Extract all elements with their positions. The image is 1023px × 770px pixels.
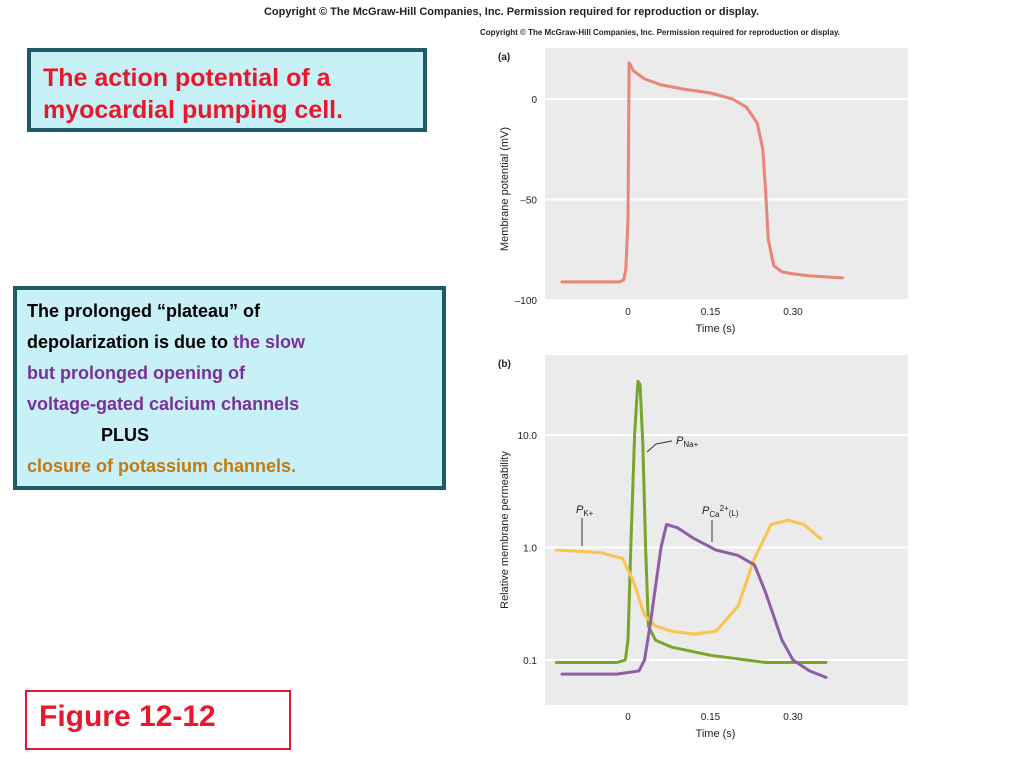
figure-label: Figure 12-12 bbox=[39, 700, 216, 733]
series-label-na: PNa+ bbox=[676, 435, 699, 449]
series-line-2-3 bbox=[560, 523, 828, 679]
series-line-2-1 bbox=[555, 379, 828, 664]
panel-letter-2: (b) bbox=[498, 359, 511, 370]
info-line-5: closure of potassium channels. bbox=[27, 456, 297, 476]
y-tick-label-1-1: –50 bbox=[520, 196, 537, 207]
panel-letter-1: (a) bbox=[498, 52, 510, 63]
series-line-2-2 bbox=[555, 518, 822, 636]
x-tick-label-1-0: 0 bbox=[625, 307, 631, 318]
y-tick-label-1-0: 0 bbox=[531, 95, 537, 106]
x-axis-label-1: Time (s) bbox=[696, 323, 736, 335]
plot-area-1 bbox=[545, 48, 908, 300]
copyright-notice-top: Copyright © The McGraw-Hill Companies, I… bbox=[263, 6, 760, 18]
title-line-2: myocardial pumping cell. bbox=[43, 96, 344, 124]
y-axis-label-2: Relative membrane permeability bbox=[499, 451, 511, 609]
title-box: The action potential of a myocardial pum… bbox=[27, 48, 427, 132]
series-label-ca: PCa2+(L) bbox=[702, 504, 739, 519]
title-line-1: The action potential of a bbox=[43, 64, 331, 92]
info-line-3: but prolonged opening of bbox=[27, 363, 245, 383]
x-tick-label-1-1: 0.15 bbox=[701, 307, 721, 318]
copyright-notice-figure: Copyright © The McGraw-Hill Companies, I… bbox=[480, 28, 841, 37]
info-plus: PLUS bbox=[101, 425, 150, 445]
leader-line-na bbox=[646, 440, 673, 453]
series-label-k: PK+ bbox=[576, 504, 594, 518]
y-axis-label-1: Membrane potential (mV) bbox=[499, 127, 511, 251]
plot-area-2 bbox=[545, 355, 908, 705]
y-tick-label-1-2: –100 bbox=[515, 296, 538, 307]
x-axis-label-2: Time (s) bbox=[696, 728, 736, 740]
x-tick-label-1-2: 0.30 bbox=[783, 307, 803, 318]
x-tick-label-2-0: 0 bbox=[625, 712, 631, 723]
info-line-2b: the slow bbox=[233, 332, 306, 352]
info-line-1: The prolonged “plateau” of bbox=[27, 301, 260, 321]
series-line-1-1 bbox=[560, 61, 844, 284]
info-line-2a: depolarization is due to bbox=[27, 332, 234, 352]
info-line-4: voltage-gated calcium channels bbox=[27, 394, 300, 414]
y-tick-label-2-1: 1.0 bbox=[523, 544, 537, 555]
slide-title: The action potential of a myocardial pum… bbox=[43, 62, 411, 126]
figure-label-box: Figure 12-12 bbox=[25, 690, 291, 750]
explanation-box: The prolonged “plateau” of depolarizatio… bbox=[13, 286, 446, 490]
y-tick-label-2-2: 0.1 bbox=[523, 656, 537, 667]
x-tick-label-2-2: 0.30 bbox=[783, 712, 803, 723]
x-tick-label-2-1: 0.15 bbox=[701, 712, 721, 723]
y-tick-label-2-0: 10.0 bbox=[518, 431, 538, 442]
